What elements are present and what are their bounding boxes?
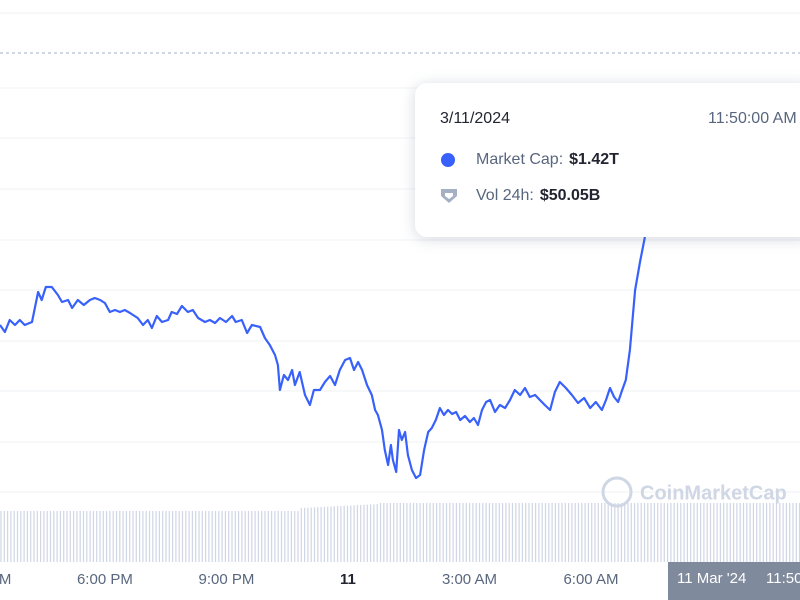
crosshair-date: 11 Mar '24 bbox=[677, 570, 746, 587]
x-tick-label: 6:00 AM bbox=[563, 571, 618, 588]
x-tick-label: 3:00 AM bbox=[442, 571, 497, 588]
tooltip-value: $1.42T bbox=[569, 151, 619, 168]
tooltip-label: Market Cap: bbox=[476, 151, 564, 168]
watermark-logo bbox=[601, 476, 633, 508]
tooltip: 3/11/2024 11:50:00 AM Market Cap: $1.42T … bbox=[415, 83, 800, 237]
tooltip-date: 3/11/2024 bbox=[440, 110, 510, 127]
tooltip-label: Vol 24h: bbox=[476, 187, 534, 204]
x-tick-label: 3:00 PM bbox=[0, 571, 11, 588]
x-tick-label: 6:00 PM bbox=[77, 571, 133, 588]
crosshair-label-box bbox=[668, 562, 800, 600]
crosshair-time: 11:50:00 AM bbox=[766, 570, 800, 587]
volume-icon bbox=[441, 189, 457, 203]
tooltip-time: 11:50:00 AM bbox=[708, 110, 797, 127]
tooltip-row: Market Cap: $1.42T bbox=[476, 151, 619, 169]
watermark: CoinMarketCap bbox=[640, 482, 787, 504]
price-line bbox=[0, 236, 646, 480]
market-cap-icon bbox=[441, 153, 455, 167]
x-tick-label: 11 bbox=[340, 571, 356, 588]
x-tick-label: 9:00 PM bbox=[198, 571, 254, 588]
tooltip-row: Vol 24h: $50.05B bbox=[476, 187, 600, 205]
tooltip-value: $50.05B bbox=[539, 187, 601, 204]
